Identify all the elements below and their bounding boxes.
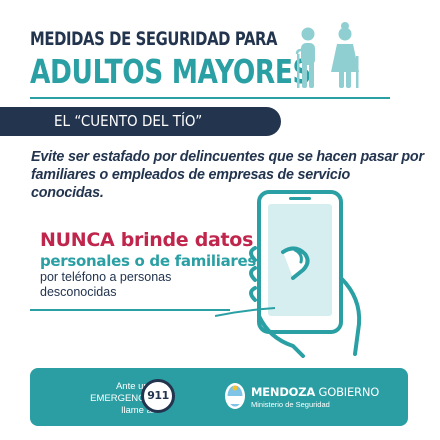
hand-smartphone-icon [215,190,362,358]
warning-emphasis: NUNCA brinde datos [40,229,254,251]
emergency-line-1: Ante una [115,381,154,392]
banner-label: EL “CUENTO DEL TÍO” [54,112,203,130]
emergency-number: 911 [147,389,169,402]
gov-ministry: Ministerio de Seguridad [251,400,330,409]
gov-name: MENDOZA GOBIERNO [251,385,379,399]
emergency-number-badge: 911 [141,379,175,413]
intro-text: Evite ser estafado por delincuentes que … [31,149,424,201]
warning-line-2: personales o de familiares [40,252,256,270]
elderly-couple-icon [295,22,359,88]
emergency-line-3: llame al [121,405,154,416]
gov-name-rest: GOBIERNO [315,385,380,399]
emergency-line-2: EMERGENCIA [90,393,154,404]
footer-bar: Ante una EMERGENCIA llame al 911 MENDOZA… [30,368,408,426]
title-line-2: ADULTOS MAYORES [30,52,312,91]
gov-name-bold: MENDOZA [251,385,316,399]
title-divider [30,97,390,99]
warning-line-3: por teléfono a personas desconocidas [40,270,172,299]
title-line-1: MEDIDAS DE SEGURIDAD PARA [30,28,278,50]
section-banner: EL “CUENTO DEL TÍO” [0,107,281,136]
message-divider [30,309,230,311]
emergency-text: Ante una EMERGENCIA llame al [64,381,154,417]
mendoza-shield-icon [225,383,245,409]
